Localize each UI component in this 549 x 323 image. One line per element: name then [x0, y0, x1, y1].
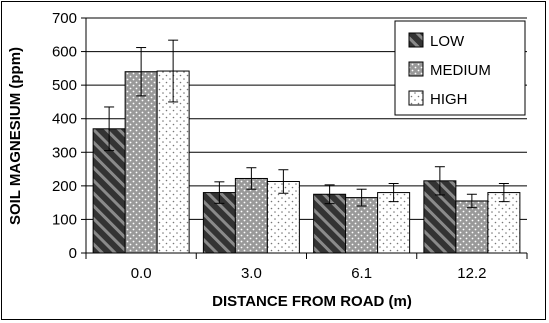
legend-swatch-medium: [408, 61, 424, 77]
y-tick-label: 700: [52, 10, 77, 27]
y-tick-label: 200: [52, 178, 77, 195]
bar-high: [487, 192, 521, 254]
y-tick-label: 0: [69, 245, 77, 262]
x-tick-label: 0.0: [131, 265, 152, 282]
x-axis-title: DISTANCE FROM ROAD (m): [212, 293, 412, 310]
bar-high: [266, 180, 300, 254]
y-axis-title: SOIL MAGNESIUM (ppm): [7, 47, 24, 225]
bar-medium: [124, 71, 158, 254]
y-tick-label: 400: [52, 111, 77, 128]
y-tick-label: 600: [52, 44, 77, 61]
y-tick-label: 500: [52, 77, 77, 94]
legend: LOW MEDIUM HIGH: [394, 20, 526, 116]
legend-swatch-high: [408, 90, 424, 106]
bar-medium: [455, 200, 489, 254]
legend-swatch-low: [408, 32, 424, 48]
y-tick-label: 100: [52, 211, 77, 228]
y-tick-label: 300: [52, 144, 77, 161]
x-tick-label: 3.0: [241, 265, 262, 282]
legend-label-low: LOW: [430, 33, 465, 50]
x-tick-label: 12.2: [457, 265, 486, 282]
legend-label-high: HIGH: [430, 91, 468, 108]
x-tick-label: 6.1: [351, 265, 372, 282]
axes: [81, 17, 528, 259]
error-bars: [104, 39, 509, 209]
bar-medium: [234, 177, 268, 254]
bar-high: [377, 192, 411, 254]
legend-label-medium: MEDIUM: [430, 62, 491, 79]
tick-labels: 0 100 200 300 400 500 600 700 0.0 3.0 6.1 12.2: [52, 10, 487, 282]
